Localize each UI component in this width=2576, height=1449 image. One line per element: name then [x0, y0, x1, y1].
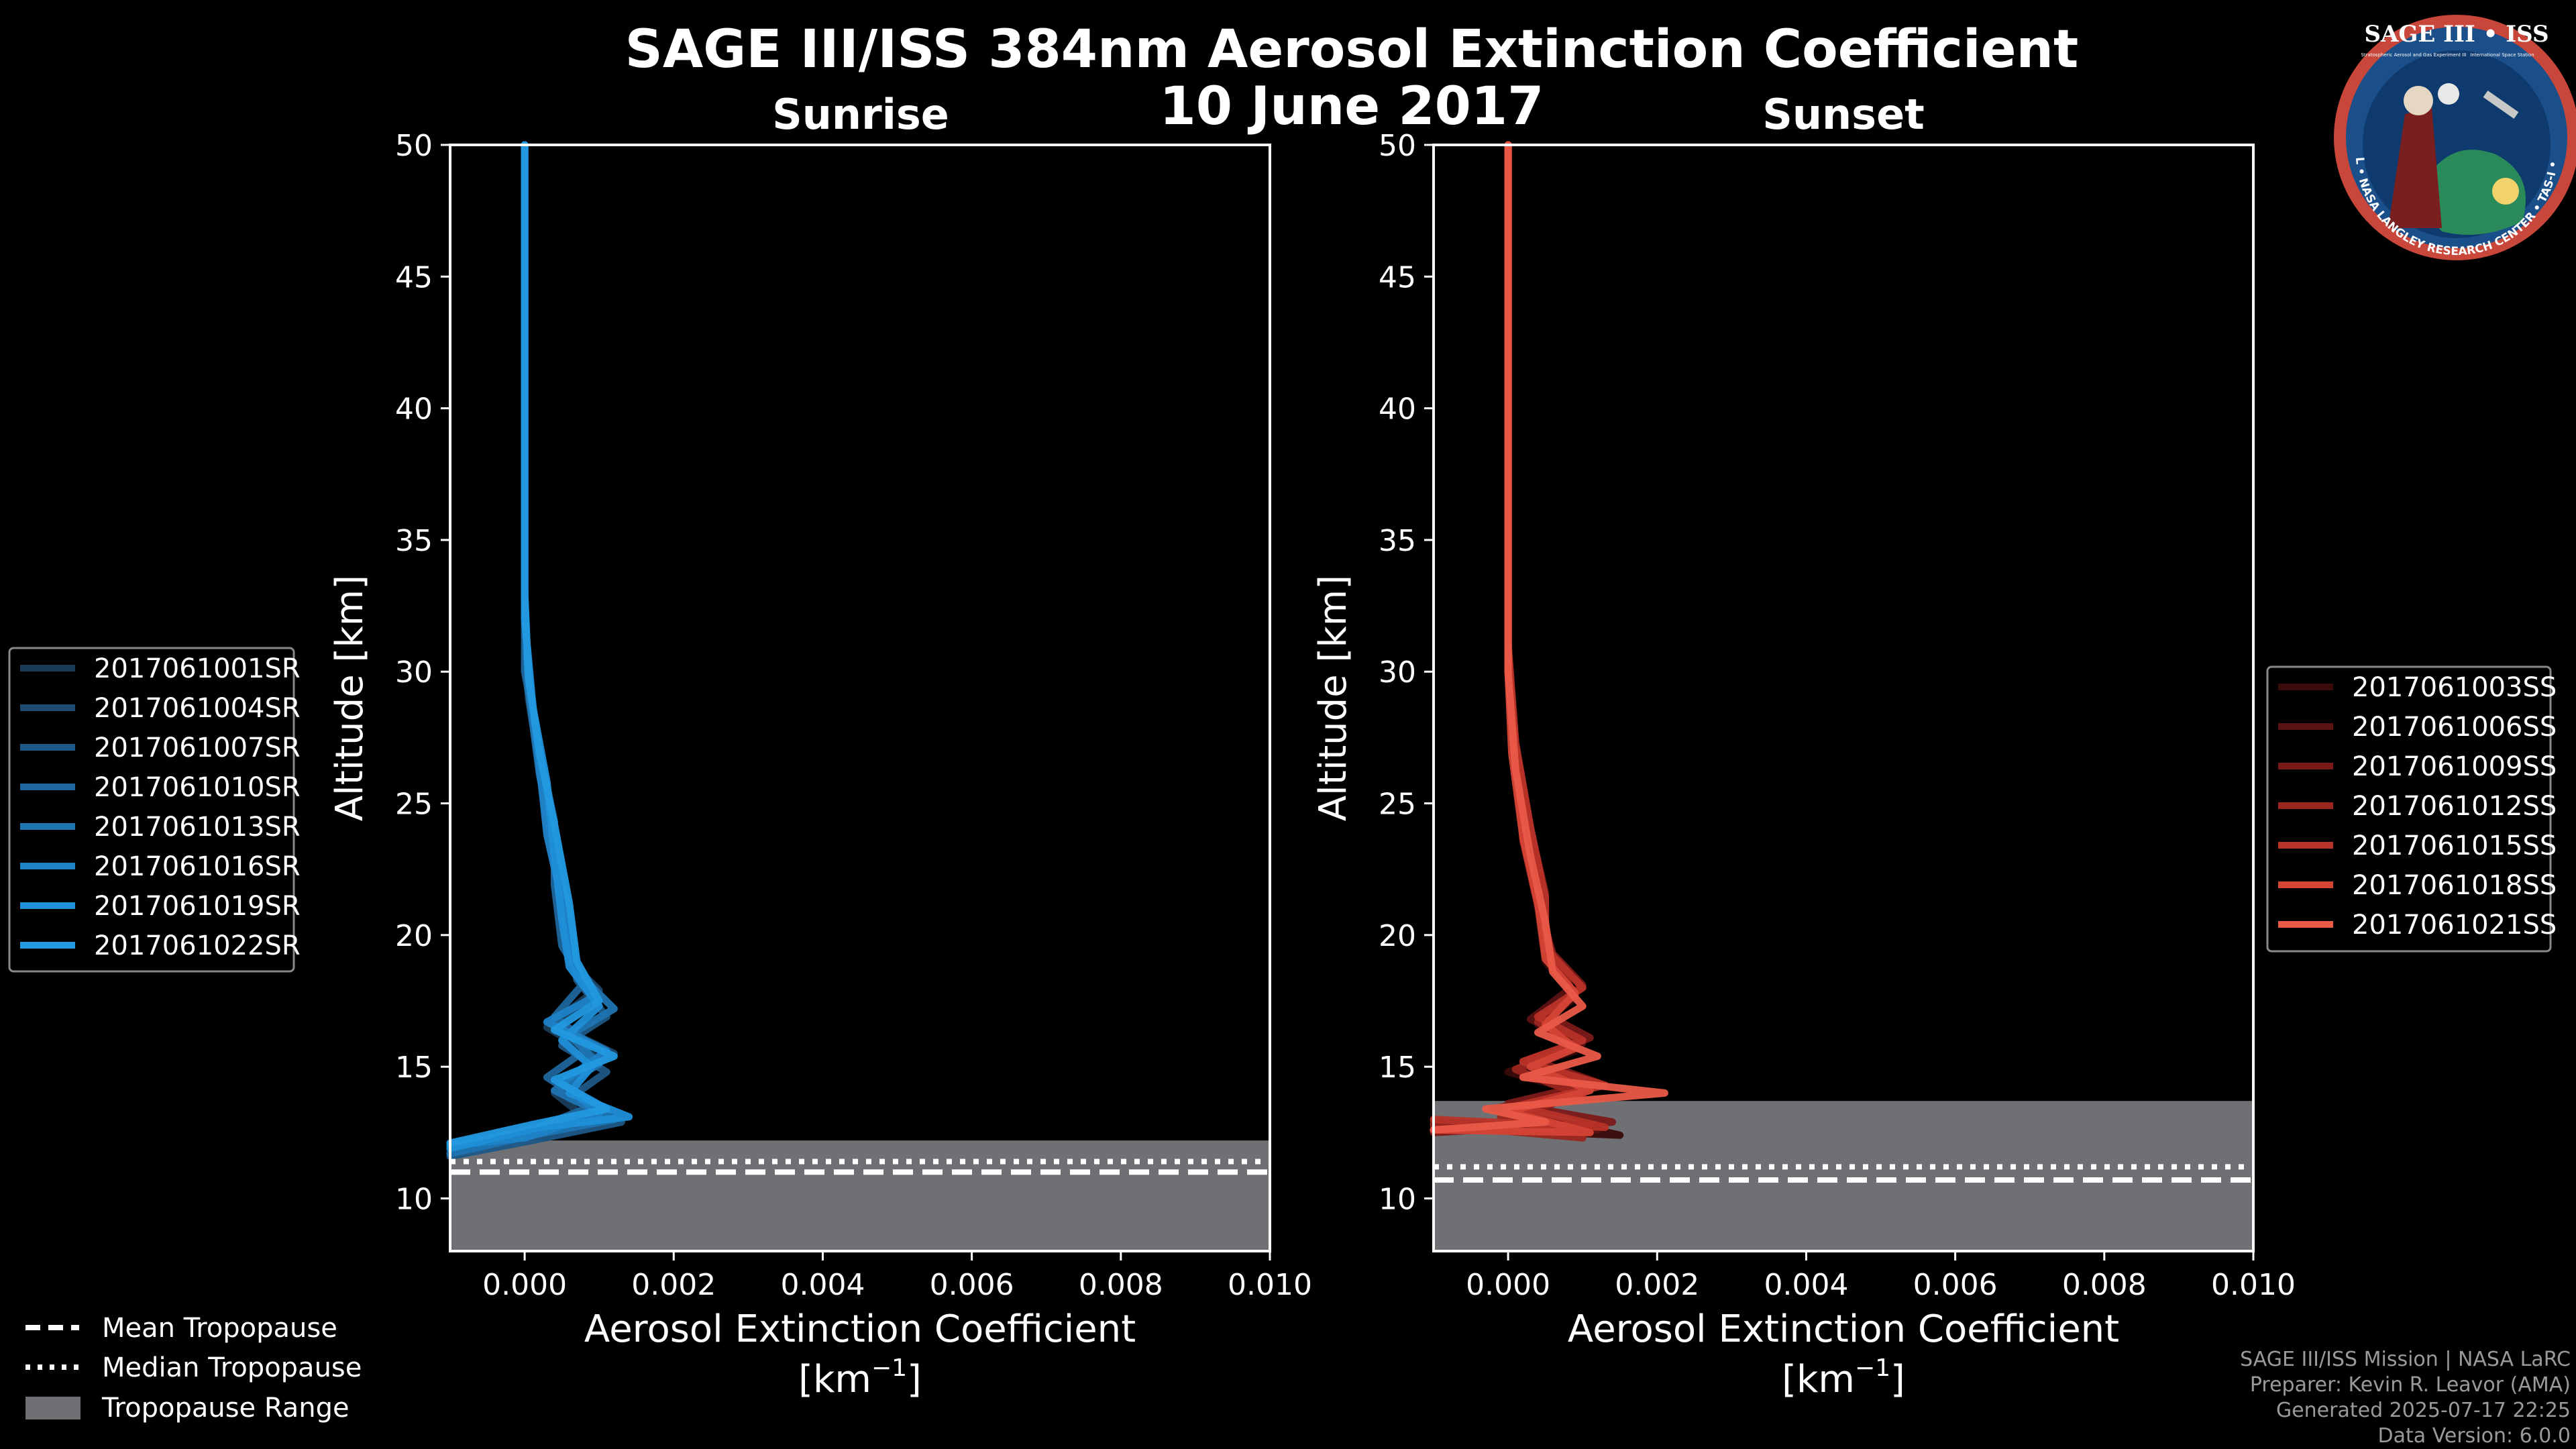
- sunrise-panel: 10 15 20 25 30 35 40 45 50 0.000 0.002 0.004 0.006 0.…: [328, 129, 1312, 1401]
- series-line-2017061015SS: [1430, 141, 1609, 1131]
- legend-label-2017061010SR: 2017061010SR: [94, 772, 301, 803]
- footer-line-2: Preparer: Kevin R. Leavor (AMA): [2250, 1373, 2571, 1397]
- x-tick-label: 0.010: [2211, 1268, 2296, 1302]
- x-axis-unit-exponent: −1: [1855, 1354, 1890, 1382]
- series-line-2017061022SR: [446, 141, 618, 1147]
- legend-label-2017061018SS: 2017061018SS: [2352, 870, 2557, 901]
- legend-label-2017061013SR: 2017061013SR: [94, 812, 301, 843]
- logo-sun-icon: [2492, 178, 2519, 205]
- logo-caption-left: Stratospheric Aerosol and Gas Experiment…: [2361, 52, 2466, 58]
- series-line-2017061021SS: [1430, 141, 1668, 1134]
- logo-figure-icon: [2388, 107, 2442, 228]
- logo-caption-right: International Space Station: [2470, 52, 2534, 58]
- x-tick-label: 0.000: [482, 1268, 567, 1302]
- x-axis-unit-close: ]: [907, 1358, 922, 1401]
- sunset-legend-frame: [2266, 665, 2552, 953]
- chart-title: SAGE III/ISS 384nm Aerosol Extinction Co…: [625, 19, 2079, 80]
- footer-line-4: Data Version: 6.0.0: [2378, 1424, 2571, 1448]
- tropopause-legend: Mean Tropopause Median Tropopause Tropop…: [25, 1313, 362, 1424]
- legend-label-2017061016SR: 2017061016SR: [94, 851, 301, 882]
- footer-line-3: Generated 2025-07-17 22:25: [2276, 1399, 2571, 1422]
- tropopause-range-swatch: [25, 1397, 80, 1419]
- x-tick-label: 0.002: [1615, 1268, 1699, 1302]
- x-tick-label: 0.006: [930, 1268, 1014, 1302]
- x-tick-label: 0.004: [1764, 1268, 1848, 1302]
- y-tick-label: 30: [395, 655, 433, 690]
- x-axis-unit: [km−1]: [1782, 1354, 1905, 1401]
- x-tick-label: 0.006: [1913, 1268, 1998, 1302]
- y-tick-label: 10: [395, 1182, 433, 1216]
- x-axis-unit: [km−1]: [798, 1354, 922, 1401]
- legend-label-2017061009SS: 2017061009SS: [2352, 751, 2557, 782]
- y-tick-label: 30: [1379, 655, 1416, 690]
- x-axis-unit-close: ]: [1890, 1358, 1905, 1401]
- x-tick-label: 0.008: [2062, 1268, 2147, 1302]
- x-axis-unit-exponent: −1: [871, 1354, 907, 1382]
- legend-label-2017061006SS: 2017061006SS: [2352, 712, 2557, 743]
- legend-label-2017061019SR: 2017061019SR: [94, 891, 301, 922]
- legend-label-2017061003SS: 2017061003SS: [2352, 672, 2557, 703]
- x-axis-unit-base: [km: [798, 1358, 871, 1401]
- sunset-legend: 2017061003SS 2017061006SS 2017061009SS 2017…: [2266, 665, 2557, 953]
- footer-line-1: SAGE III/ISS Mission | NASA LaRC: [2240, 1348, 2571, 1371]
- footer-credits: SAGE III/ISS Mission | NASA LaRC Prepare…: [2240, 1348, 2571, 1448]
- y-tick-label: 40: [1379, 392, 1416, 427]
- y-tick-label: 50: [1379, 129, 1416, 163]
- y-tick-label: 35: [1379, 524, 1416, 558]
- legend-label-2017061015SS: 2017061015SS: [2352, 830, 2557, 861]
- legend-label-2017061012SS: 2017061012SS: [2352, 791, 2557, 822]
- chart-date: 10 June 2017: [1160, 76, 1544, 137]
- y-tick-label: 25: [1379, 788, 1416, 822]
- y-tick-label: 10: [1379, 1182, 1416, 1216]
- logo-moon-icon: [2438, 83, 2459, 105]
- y-tick-label: 15: [395, 1051, 433, 1085]
- x-tick-label: 0.002: [631, 1268, 716, 1302]
- mean-tropopause-label: Mean Tropopause: [102, 1313, 337, 1344]
- x-tick-label: 0.000: [1466, 1268, 1550, 1302]
- y-axis-label: Altitude [km]: [1311, 575, 1355, 821]
- y-tick-label: 20: [395, 919, 433, 953]
- tropopause-range-label: Tropopause Range: [101, 1393, 350, 1424]
- y-tick-label: 35: [395, 524, 433, 558]
- sunrise-panel-title: Sunrise: [772, 90, 949, 139]
- x-axis-unit-base: [km: [1782, 1358, 1855, 1401]
- series-line-2017061003SS: [1430, 141, 1624, 1139]
- plot-frame: [449, 144, 1271, 1252]
- legend-label-2017061001SR: 2017061001SR: [94, 653, 301, 684]
- y-tick-label: 25: [395, 788, 433, 822]
- y-tick-label: 20: [1379, 919, 1416, 953]
- legend-label-2017061022SR: 2017061022SR: [94, 930, 301, 961]
- y-tick-label: 40: [395, 392, 433, 427]
- logo-earth-icon: [2415, 150, 2526, 235]
- x-tick-label: 0.004: [780, 1268, 865, 1302]
- x-axis-label: Aerosol Extinction Coefficient: [1568, 1307, 2119, 1351]
- y-tick-label: 50: [395, 129, 433, 163]
- legend-label-2017061004SR: 2017061004SR: [94, 693, 301, 724]
- y-tick-label: 15: [1379, 1051, 1416, 1085]
- series-line-2017061010SR: [446, 141, 596, 1147]
- x-axis-label: Aerosol Extinction Coefficient: [584, 1307, 1136, 1351]
- x-tick-label: 0.008: [1079, 1268, 1163, 1302]
- legend-label-2017061021SS: 2017061021SS: [2352, 910, 2557, 941]
- median-tropopause-label: Median Tropopause: [102, 1352, 362, 1383]
- logo-figure-head-icon: [2404, 86, 2433, 115]
- legend-label-2017061007SR: 2017061007SR: [94, 733, 301, 763]
- sunset-panel: 10 15 20 25 30 35 40 45 50 0.000 0.002 0.004 0.006 0.…: [1311, 129, 2296, 1401]
- x-tick-label: 0.010: [1228, 1268, 1312, 1302]
- sunrise-legend-frame: [8, 647, 295, 973]
- logo-title: SAGE III • ISS: [2364, 21, 2548, 48]
- plot-frame: [1432, 144, 2255, 1252]
- sunset-panel-title: Sunset: [1762, 90, 1925, 139]
- sunrise-legend: 2017061001SR 2017061004SR 2017061007SR 2017…: [8, 647, 301, 973]
- tropopause-range-band: [450, 1140, 1270, 1251]
- y-axis-label: Altitude [km]: [328, 575, 372, 821]
- y-tick-label: 45: [395, 260, 433, 294]
- series-line-2017061009SS: [1430, 141, 1617, 1136]
- y-tick-label: 45: [1379, 260, 1416, 294]
- logo-station-icon: [2483, 91, 2519, 119]
